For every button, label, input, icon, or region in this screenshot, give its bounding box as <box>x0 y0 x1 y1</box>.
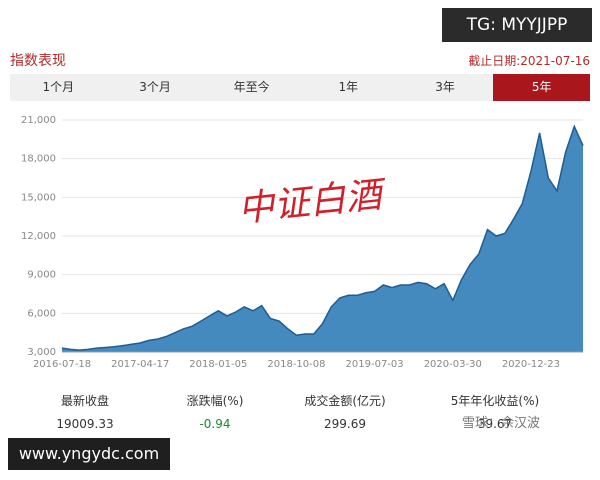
tab[interactable]: 1年 <box>338 80 359 94</box>
stat-value: 39.67 <box>477 417 513 431</box>
as-of-date: 截止日期:2021-07-16 <box>468 54 590 68</box>
watermark: TG: MYYJJPP <box>442 8 592 42</box>
stat: 最新收盘 19009.33 <box>20 392 150 431</box>
area <box>62 126 583 353</box>
chart: 3,000 6,000 9,000 12,000 15,000 18,000 21,000 2… <box>21 115 584 370</box>
tab[interactable]: 1个月 <box>42 80 75 94</box>
annotation: 中证白酒 <box>236 174 389 230</box>
stat: 涨跌幅(%) -0.94 <box>150 392 280 431</box>
y-tick-label: 3,000 <box>27 347 56 358</box>
x-tick-label: 2020-03-30 <box>424 359 482 370</box>
stat-value: -0.94 <box>199 417 231 431</box>
section-title: 指数表现 <box>10 53 66 69</box>
tab[interactable]: 5年 <box>493 74 591 101</box>
y-tick-label: 15,000 <box>21 192 56 203</box>
y-tick-label: 21,000 <box>21 115 56 126</box>
tab[interactable]: 3个月 <box>139 80 171 94</box>
x-tick-label: 2020-12-23 <box>502 359 560 370</box>
tab[interactable]: 3年 <box>435 80 455 94</box>
y-tick-label: 9,000 <box>27 270 56 281</box>
x-tick-label: 2016-07-18 <box>33 359 91 370</box>
stat: 5年年化收益(%) 39.67 <box>430 392 560 431</box>
stat-label: 5年年化收益(%) <box>450 394 540 408</box>
watermark: 雪球：余汉波 <box>462 416 541 431</box>
tab-bar: 1个月 3个月 年至今 1年 3年 5年 <box>10 74 591 101</box>
tab[interactable]: 年至今 <box>233 80 270 94</box>
stat: 成交金额(亿元) 299.69 <box>280 392 410 431</box>
stat-label: 涨跌幅(%) <box>186 394 244 408</box>
y-tick-label: 18,000 <box>21 154 56 165</box>
line <box>61 124 584 351</box>
x-tick-label: 2019-07-03 <box>346 359 404 370</box>
stat-value: 299.69 <box>324 417 366 431</box>
watermark: www.yngydc.com <box>8 438 170 470</box>
y-tick-label: 12,000 <box>21 231 56 242</box>
stat-value: 19009.33 <box>56 417 114 431</box>
y-tick-label: 6,000 <box>27 308 56 319</box>
x-tick-label: 2018-10-08 <box>267 359 325 370</box>
stat-label: 最新收盘 <box>60 394 109 408</box>
x-tick-label: 2017-04-17 <box>111 359 169 370</box>
x-tick-label: 2018-01-05 <box>189 359 247 370</box>
stat-label: 成交金额(亿元) <box>304 394 386 408</box>
